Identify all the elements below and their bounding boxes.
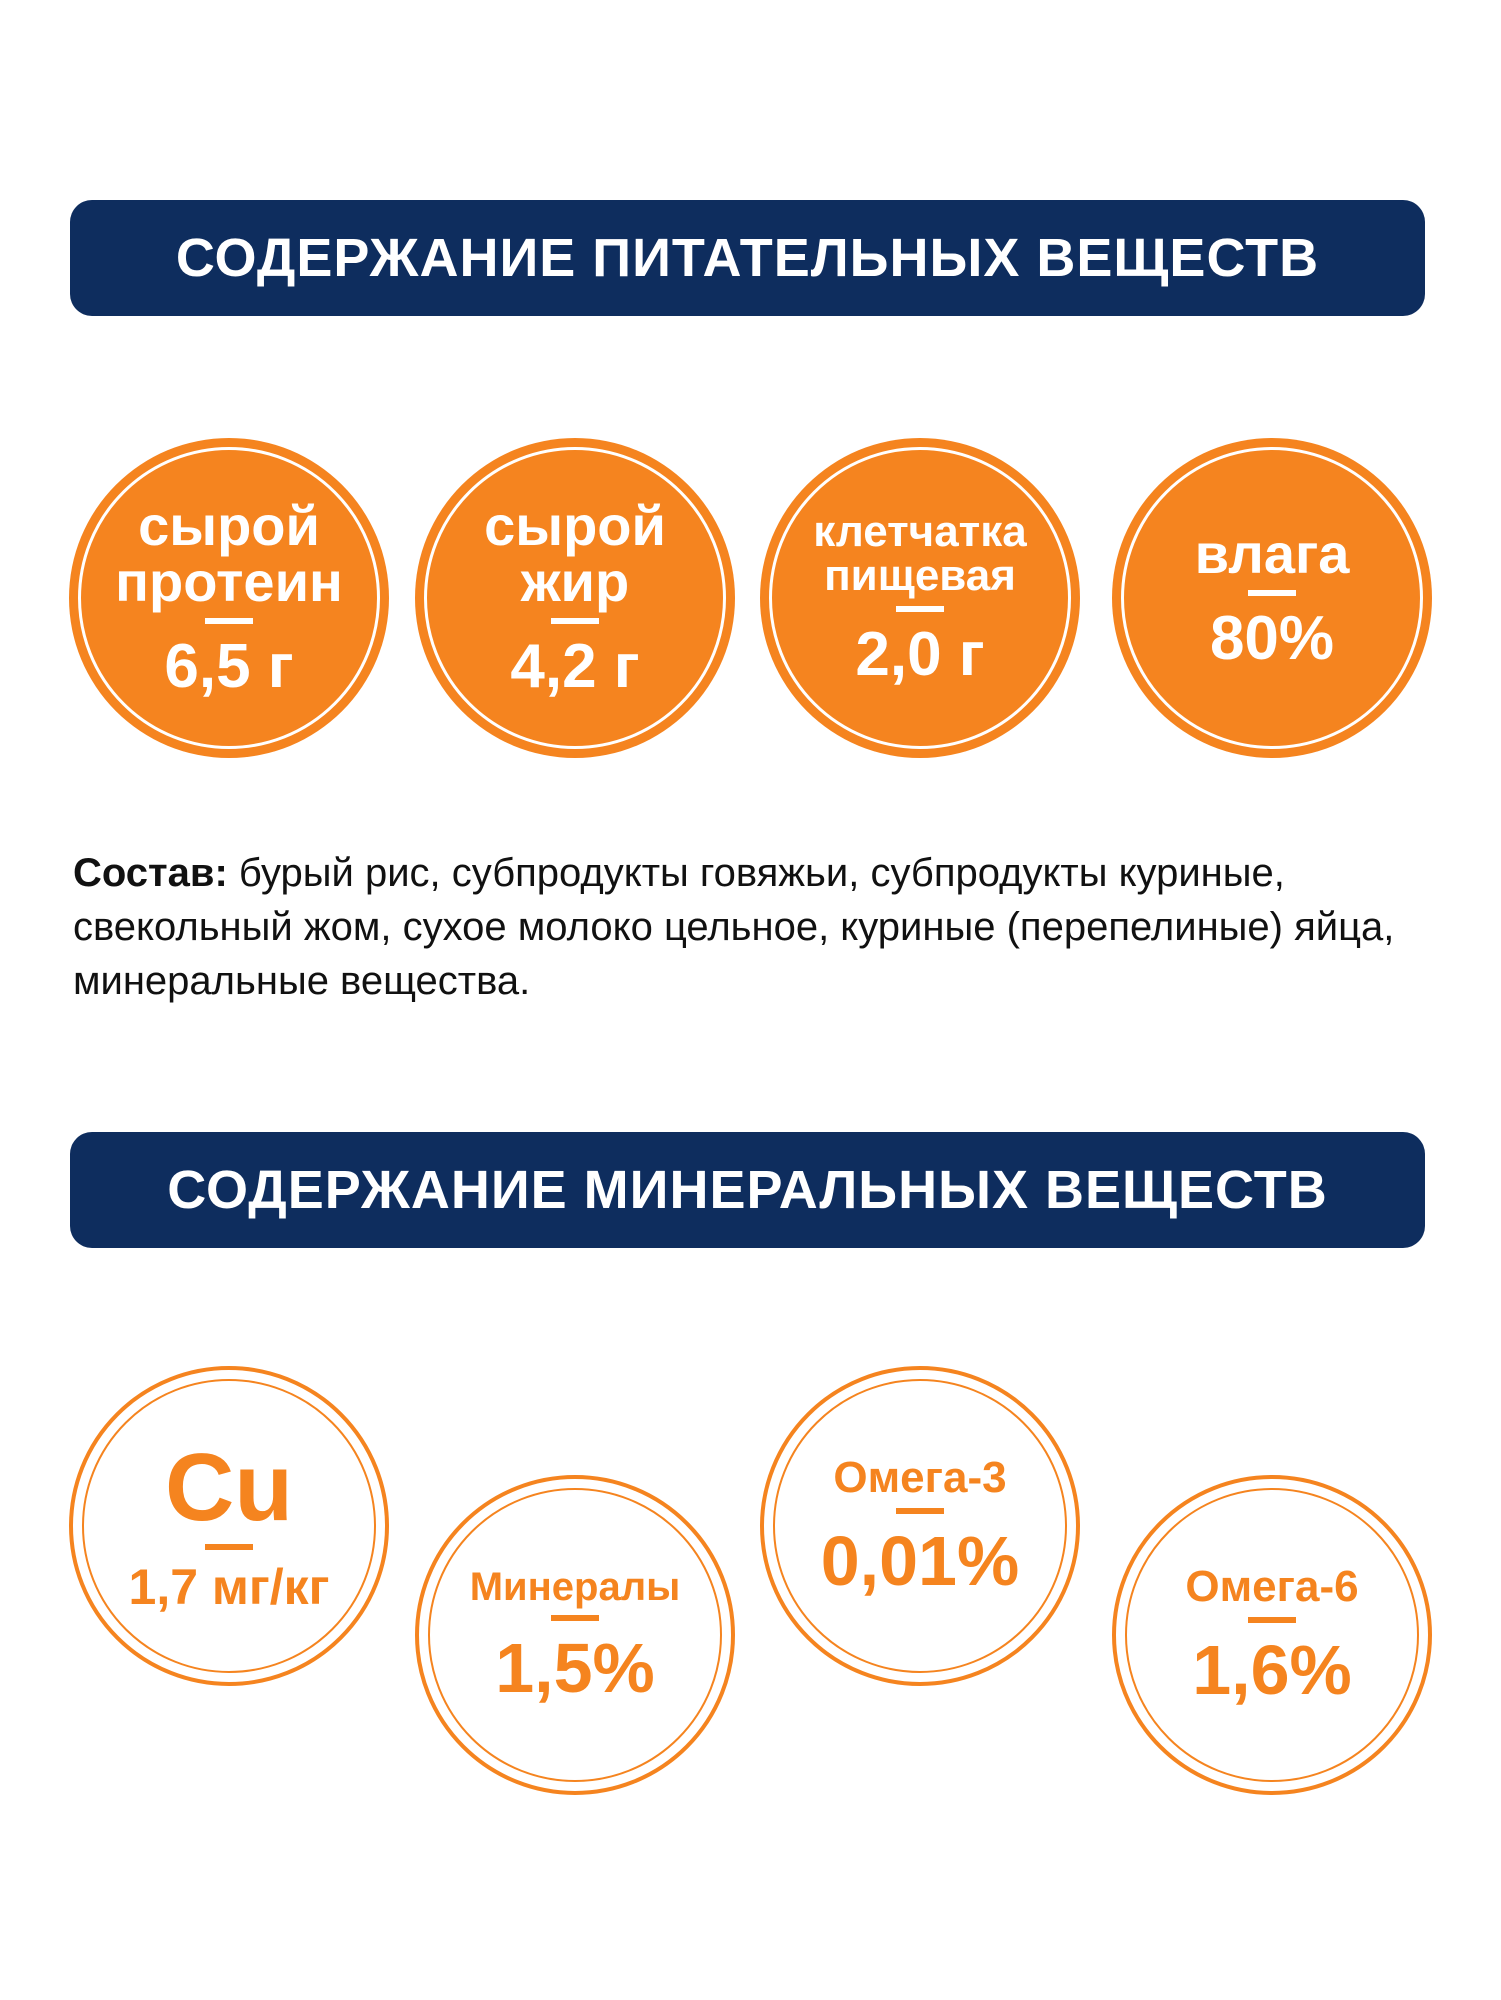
circle-value: 1,7 мг/кг [128,1559,330,1615]
circle-label: Омега-3 [833,1453,1007,1502]
circle-value: 1,6% [1192,1631,1352,1709]
circle-label: клетчатка [813,507,1027,556]
info-circle: Омега-3 0,01% [760,1366,1080,1686]
circle-label: пищевая [824,551,1016,600]
circle-label: жир [520,550,630,613]
circle-label: сырой [138,494,320,557]
info-circle: сырой жир 4,2 г [415,438,735,758]
circle-value: 6,5 г [164,632,294,701]
circle-label: Cu [165,1434,293,1541]
circle-dash [205,618,253,624]
circle-label: протеин [115,550,343,613]
circle-value: 4,2 г [510,632,640,701]
circle-dash [896,606,944,612]
circle-label: Минералы [469,1565,681,1609]
info-circle: Омега-6 1,6% [1112,1475,1432,1795]
info-circle: влага 80% [1112,438,1432,758]
section-banner: СОДЕРЖАНИЕ МИНЕРАЛЬНЫХ ВЕЩЕСТВ [70,1132,1425,1248]
circle-dash [896,1508,944,1514]
composition: Состав: бурый рис, субпродукты говяжьи, … [73,846,1433,1008]
circle-label: сырой [484,494,666,557]
circle-dash [1248,1617,1296,1623]
info-circle: Cu 1,7 мг/кг [69,1366,389,1686]
circle-value: 0,01% [820,1522,1020,1600]
circle-value: 2,0 г [855,620,985,689]
circle-dash [205,1544,253,1550]
circle-value: 1,5% [495,1629,655,1707]
circle-dash [551,1615,599,1621]
info-circle: сырой протеин 6,5 г [69,438,389,758]
composition-text: бурый рис, субпродукты говяжьи, субпроду… [73,851,1395,1003]
circle-label: Омега-6 [1185,1562,1359,1611]
composition-heading: Состав: [73,851,228,895]
circle-label: влага [1194,522,1350,585]
circle-value: 80% [1209,604,1335,673]
info-circle: клетчатка пищевая 2,0 г [760,438,1080,758]
circle-dash [551,618,599,624]
circle-dash [1248,590,1296,596]
section-banner: СОДЕРЖАНИЕ ПИТАТЕЛЬНЫХ ВЕЩЕСТВ [70,200,1425,316]
info-circle: Минералы 1,5% [415,1475,735,1795]
